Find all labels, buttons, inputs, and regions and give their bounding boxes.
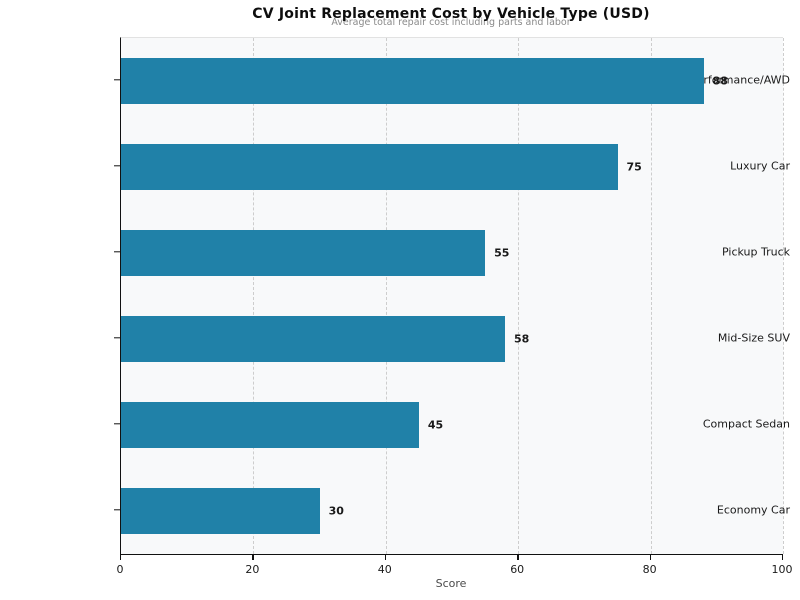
x-tick-label: 40 (377, 563, 392, 576)
x-tick-mark (384, 555, 387, 560)
bar-performance-awd (121, 58, 704, 104)
gridline (783, 38, 784, 554)
chart-title: CV Joint Replacement Cost by Vehicle Typ… (252, 6, 650, 22)
gridline (518, 38, 520, 554)
x-tick-label: 80 (642, 563, 657, 576)
gridline (385, 38, 387, 554)
plot-area: 88 75 55 58 45 30 (120, 37, 784, 555)
x-tick-mark (517, 555, 519, 560)
bar-value-label: 88 (712, 74, 728, 88)
y-tick-label: Mid-Size SUV (717, 331, 790, 345)
x-tick-label: 20 (245, 563, 260, 576)
bar-value-label: 55 (494, 246, 510, 260)
bar-value-label: 75 (626, 160, 642, 174)
x-tick-mark (782, 555, 784, 560)
bar-value-label: 45 (427, 418, 444, 432)
y-tick-mark (114, 423, 120, 425)
y-tick-mark (114, 79, 120, 81)
bar-value-label: 30 (328, 504, 344, 518)
x-tick-mark (120, 555, 122, 560)
gridline (253, 38, 255, 554)
y-tick-mark (114, 251, 120, 253)
bar-compact-sedan (121, 402, 419, 448)
bar-luxury-car (121, 144, 618, 190)
x-tick-label: 100 (771, 563, 793, 576)
y-tick-label: Luxury Car (730, 159, 790, 173)
x-tick-mark (649, 555, 651, 560)
bar-pickup-truck (121, 230, 486, 276)
bar-economy-car (121, 488, 320, 534)
x-axis-title: Score (435, 577, 467, 590)
y-tick-label: Pickup Truck (722, 245, 790, 259)
y-tick-label: Compact Sedan (702, 417, 790, 431)
x-tick-label: 60 (510, 563, 525, 576)
y-tick-mark (114, 337, 120, 339)
x-tick-mark (252, 555, 254, 560)
y-tick-label: Economy Car (716, 503, 790, 517)
gridline (650, 38, 652, 554)
bar-mid-size-suv (121, 316, 505, 362)
chart-subtitle: Average total repair cost including part… (331, 17, 571, 28)
bar-value-label: 58 (513, 332, 530, 346)
y-tick-mark (114, 165, 120, 167)
y-tick-label: Performance/AWD (690, 73, 790, 87)
y-tick-mark (114, 509, 120, 511)
x-tick-label: 0 (116, 563, 124, 576)
